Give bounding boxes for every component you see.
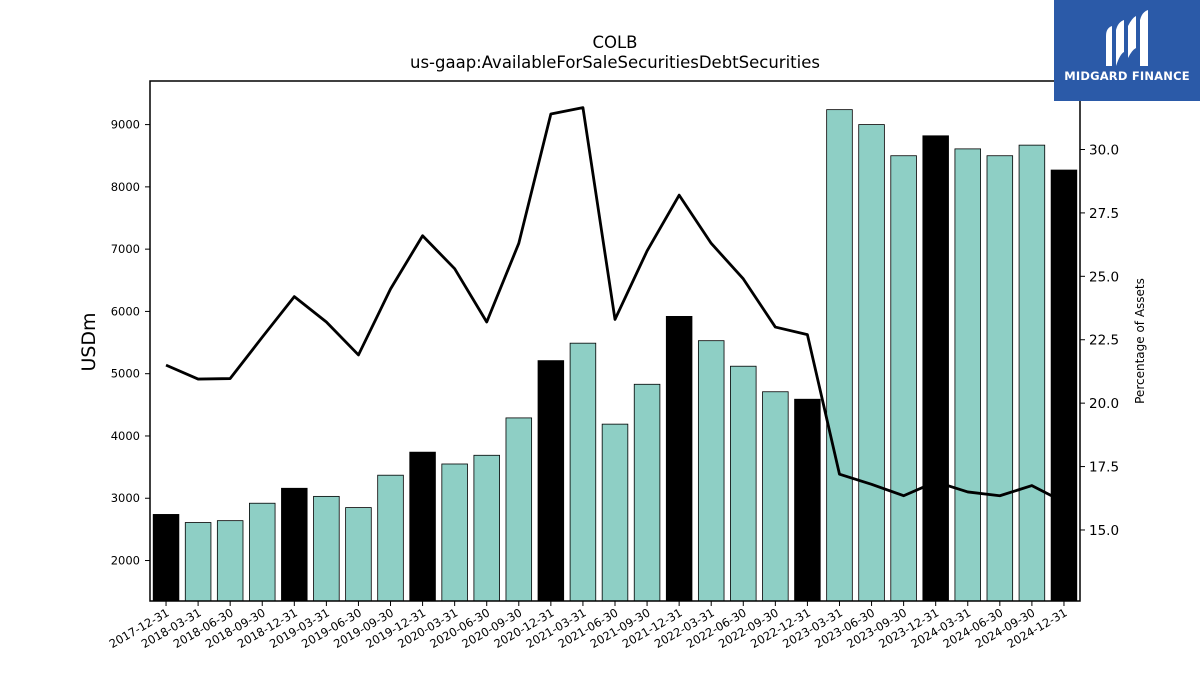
y-tick-label: 4000 — [111, 429, 140, 443]
bar-2018-09-30 — [249, 502, 276, 602]
bar-2022-09-30 — [762, 391, 789, 602]
bar-2020-09-30 — [505, 417, 533, 602]
bar-2023-03-31 — [826, 109, 853, 602]
bar-series — [152, 109, 1078, 602]
bar-2020-03-31 — [441, 463, 468, 602]
bar-2021-09-30 — [633, 383, 661, 602]
bar-2022-12-31 — [794, 398, 821, 602]
bar-2019-03-31 — [313, 495, 340, 602]
bar-2019-09-30 — [377, 474, 404, 602]
bar-2018-12-31 — [281, 487, 308, 602]
y-tick-label: 9000 — [111, 118, 140, 132]
pct-of-assets-line — [165, 106, 1065, 504]
bar-2019-06-30 — [345, 507, 372, 602]
y2-tick-label: 27.5 — [1089, 206, 1119, 222]
y-tick-label: 6000 — [111, 304, 140, 318]
bar-2023-09-30 — [890, 155, 917, 602]
bar-2022-06-30 — [730, 365, 757, 602]
y2-tick-label: 17.5 — [1089, 460, 1119, 476]
y-tick-label: 2000 — [111, 554, 140, 568]
bar-2019-12-31 — [409, 451, 436, 602]
y2-tick-label: 25.0 — [1089, 269, 1119, 285]
y-tick-label: 8000 — [111, 180, 140, 194]
y-tick-label: 3000 — [111, 491, 140, 505]
bar-2024-09-30 — [1018, 144, 1046, 602]
bar-2020-12-31 — [537, 360, 565, 602]
midgard-logo-icon — [1106, 10, 1148, 66]
chart-title: COLB — [592, 33, 637, 52]
y-tick-label: 5000 — [111, 367, 140, 381]
y2-tick-label: 30.0 — [1089, 142, 1119, 158]
bar-2023-06-30 — [858, 124, 885, 602]
bar-2024-06-30 — [986, 155, 1014, 602]
bar-2024-03-31 — [954, 148, 981, 602]
bar-2017-12-31 — [152, 514, 180, 602]
midgard-finance-logo: MIDGARD FINANCE — [1054, 0, 1200, 101]
pct-of-assets-line-layer — [165, 106, 1065, 504]
y2-axis-label: Percentage of Assets — [1133, 278, 1147, 404]
y-tick-label: 7000 — [111, 242, 140, 256]
chart-subtitle: us-gaap:AvailableForSaleSecuritiesDebtSe… — [410, 53, 820, 72]
bar-2023-12-31 — [922, 135, 949, 602]
bar-2021-03-31 — [569, 342, 597, 602]
bar-2018-03-31 — [184, 522, 212, 602]
y2-tick-label: 20.0 — [1089, 396, 1119, 412]
bar-2022-03-31 — [697, 340, 725, 602]
bar-2021-06-30 — [601, 423, 629, 602]
bar-2024-12-31 — [1050, 169, 1078, 602]
bar-2020-06-30 — [473, 454, 500, 602]
bar-2021-12-31 — [665, 315, 693, 602]
bar-2018-06-30 — [216, 520, 244, 602]
logo-text: MIDGARD FINANCE — [1064, 69, 1190, 83]
y-axis-label: USDm — [78, 312, 100, 371]
y2-tick-label: 15.0 — [1089, 523, 1119, 539]
y2-tick-label: 22.5 — [1089, 333, 1119, 349]
